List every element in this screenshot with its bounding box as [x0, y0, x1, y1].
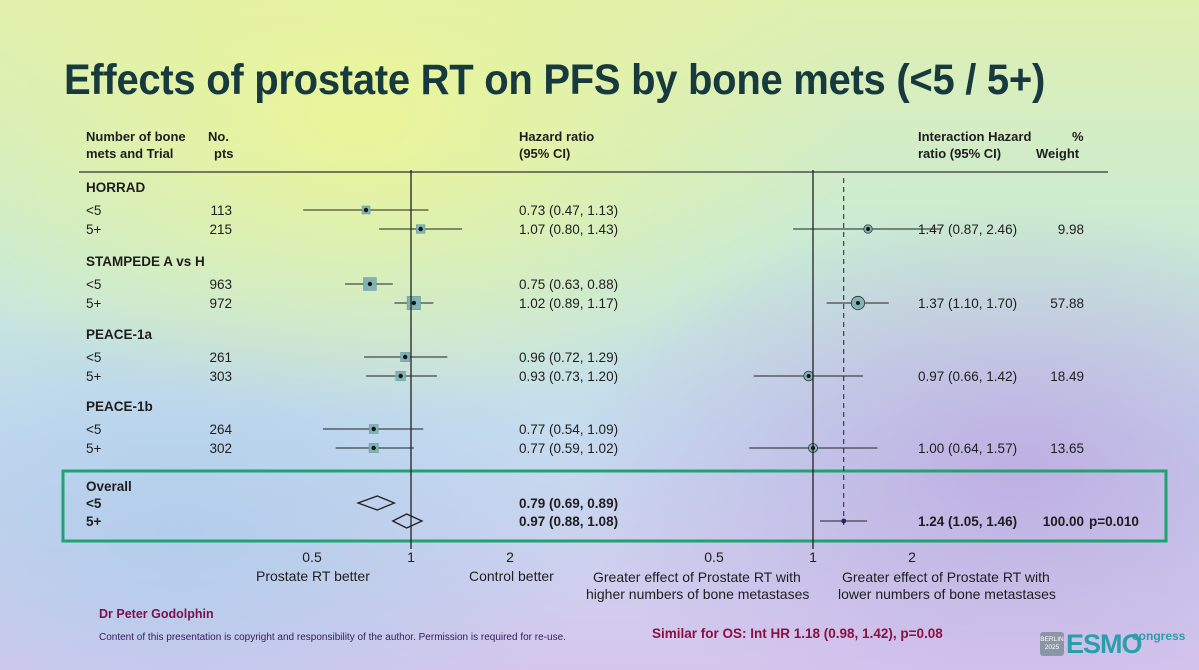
overall-label: Overall — [86, 479, 132, 494]
hr-point — [371, 445, 376, 451]
os-note: Similar for OS: Int HR 1.18 (0.98, 1.42)… — [652, 626, 943, 641]
left-tick-label: 1 — [407, 549, 415, 565]
pts-value: 972 — [209, 296, 232, 311]
subgroup-label: <5 — [86, 203, 101, 218]
pts-value: 302 — [209, 441, 232, 456]
left-tick-label: 0.5 — [302, 549, 322, 565]
hr-point — [411, 300, 417, 306]
overall-highlight-box — [61, 469, 1168, 543]
overall-diamond — [391, 513, 424, 529]
overall-subgroup-label: <5 — [86, 496, 102, 511]
hr-point — [371, 426, 376, 432]
interaction-point — [866, 227, 871, 231]
pts-value: 303 — [209, 369, 232, 384]
hr-ci-text: 0.96 (0.72, 1.29) — [519, 350, 618, 365]
left-tick-label: 2 — [506, 549, 514, 565]
overall-subgroup-label: 5+ — [86, 514, 102, 529]
header-pts-2: pts — [214, 146, 234, 161]
author-name: Dr Peter Godolphin — [99, 607, 214, 621]
interaction-point — [855, 301, 860, 305]
overall-hr-ci-text: 0.79 (0.69, 0.89) — [519, 496, 618, 511]
trial-name: HORRAD — [86, 180, 145, 195]
header-int-1: Interaction Hazard — [918, 129, 1031, 144]
header-weight-1: % — [1072, 129, 1084, 144]
hr-point — [398, 373, 403, 379]
pts-value: 963 — [209, 277, 232, 292]
page-title: Effects of prostate RT on PFS by bone me… — [64, 56, 1045, 104]
right-axis-low-label-1: Greater effect of Prostate RT with — [593, 569, 801, 585]
hr-ci-text: 0.93 (0.73, 1.20) — [519, 369, 618, 384]
hr-ci-text: 0.73 (0.47, 1.13) — [519, 203, 618, 218]
hr-point — [402, 354, 408, 360]
header-weight-2: Weight — [1036, 146, 1080, 161]
hr-ci-text: 1.07 (0.80, 1.43) — [519, 222, 618, 237]
hr-ci-text: 0.77 (0.59, 1.02) — [519, 441, 618, 456]
subgroup-label: 5+ — [86, 441, 102, 456]
left-axis-low-label: Prostate RT better — [256, 568, 370, 584]
copyright-notice: Content of this presentation is copyrigh… — [99, 632, 566, 643]
interaction-point — [806, 374, 811, 378]
subgroup-label: 5+ — [86, 296, 102, 311]
header-int-2: ratio (95% CI) — [918, 146, 1001, 161]
hr-ci-text: 0.75 (0.63, 0.88) — [519, 277, 618, 292]
logo-year: 2025 — [1044, 644, 1060, 651]
weight-value: 9.98 — [1058, 222, 1084, 237]
right-axis-high-label-2: lower numbers of bone metastases — [838, 586, 1056, 602]
logo-brand: ESMO — [1066, 629, 1143, 659]
right-tick-label: 1 — [809, 549, 817, 565]
logo-city: BERLIN — [1040, 636, 1064, 643]
logo-city-badge: BERLIN 2025 — [1040, 632, 1064, 656]
interaction-hr-text: 1.00 (0.64, 1.57) — [918, 441, 1017, 456]
hr-ci-text: 0.77 (0.54, 1.09) — [519, 422, 618, 437]
right-axis-high-label-1: Greater effect of Prostate RT with — [842, 569, 1050, 585]
subgroup-label: 5+ — [86, 369, 102, 384]
logo-suffix: congress — [1132, 629, 1186, 643]
trial-name: PEACE-1b — [86, 399, 153, 414]
weight-value: 18.49 — [1050, 369, 1084, 384]
subgroup-label: <5 — [86, 350, 101, 365]
right-tick-label: 2 — [908, 549, 916, 565]
subgroup-label: <5 — [86, 277, 101, 292]
interaction-hr-text: 1.37 (1.10, 1.70) — [918, 296, 1017, 311]
hr-point — [363, 207, 369, 213]
right-axis-low-label-2: higher numbers of bone metastases — [586, 586, 809, 602]
subgroup-label: <5 — [86, 422, 101, 437]
pts-value: 215 — [209, 222, 232, 237]
trial-name: STAMPEDE A vs H — [86, 254, 205, 269]
header-group-1: Number of bone — [86, 129, 186, 144]
overall-interaction-hr-text: 1.24 (1.05, 1.46) — [918, 514, 1017, 529]
interaction-hr-text: 0.97 (0.66, 1.42) — [918, 369, 1017, 384]
left-axis-high-label: Control better — [469, 568, 554, 584]
trial-name: PEACE-1a — [86, 327, 153, 342]
right-tick-label: 0.5 — [704, 549, 724, 565]
header-hr-1: Hazard ratio — [519, 129, 594, 144]
header-pts-1: No. — [208, 129, 229, 144]
pts-value: 113 — [210, 203, 232, 218]
subgroup-label: 5+ — [86, 222, 102, 237]
hr-point — [418, 226, 423, 232]
pts-value: 264 — [209, 422, 232, 437]
hr-ci-text: 1.02 (0.89, 1.17) — [519, 296, 618, 311]
weight-value: 57.88 — [1050, 296, 1084, 311]
overall-diamond — [356, 495, 397, 511]
header-group-2: mets and Trial — [86, 146, 173, 161]
interaction-hr-text: 1.47 (0.87, 2.46) — [918, 222, 1017, 237]
overall-weight-value: 100.00 — [1043, 514, 1084, 529]
overall-hr-ci-text: 0.97 (0.88, 1.08) — [519, 514, 618, 529]
header-hr-2: (95% CI) — [519, 146, 570, 161]
overall-p-value: p=0.010 — [1089, 514, 1139, 529]
hr-point — [367, 281, 373, 287]
weight-value: 13.65 — [1050, 441, 1084, 456]
esmo-logo: BERLIN 2025 ESMO congress — [1040, 628, 1190, 664]
pts-value: 261 — [209, 350, 232, 365]
